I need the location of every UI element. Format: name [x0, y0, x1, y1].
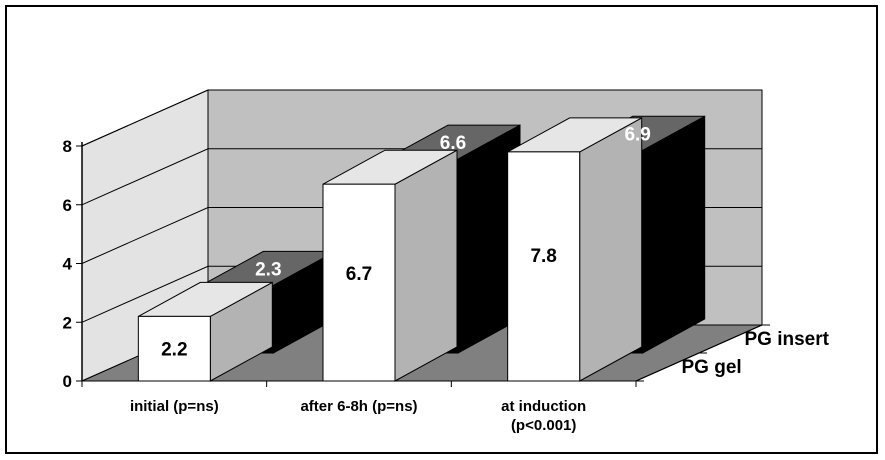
data-label-pg-gel: 2.2 — [161, 340, 187, 361]
series-label: PG insert — [745, 329, 830, 350]
bar-pg-gel-face — [507, 151, 581, 382]
data-label-pg-gel: 6.7 — [346, 264, 372, 285]
x-tick-label: initial (p=ns) — [130, 398, 219, 415]
y-tick-label: 6 — [63, 196, 72, 215]
bar-pg-gel — [137, 281, 273, 382]
y-tick-label: 2 — [63, 313, 72, 332]
bar-pg-gel-side — [579, 117, 643, 382]
data-label-pg-gel: 7.8 — [530, 246, 556, 267]
data-label-pg-insert: 2.3 — [255, 259, 281, 280]
bar-pg-gel-face — [137, 315, 211, 382]
data-label-pg-insert: 6.9 — [624, 124, 650, 145]
bar-pg-gel-face — [322, 183, 396, 382]
y-tick-label: 4 — [63, 255, 73, 274]
bar-pg-gel-side — [394, 149, 458, 382]
bar-pg-gel — [507, 117, 643, 382]
labels: 2.3 2.2 6.6 6.7 6.9 7.8 — [161, 124, 651, 360]
bar-pg-insert-side — [642, 115, 706, 354]
gridline — [81, 89, 762, 147]
x-tick-label: after 6-8h (p=ns) — [300, 398, 417, 415]
y-tick-label: 8 — [63, 137, 72, 156]
bars — [137, 115, 706, 382]
x-tick-label: at induction — [501, 398, 586, 415]
x-tick-label: (p<0.001) — [511, 417, 576, 434]
y-tick-label: 0 — [63, 372, 72, 391]
bar-pg-gel — [322, 149, 458, 382]
data-label-pg-insert: 6.6 — [440, 133, 466, 154]
series-label: PG gel — [682, 357, 742, 378]
